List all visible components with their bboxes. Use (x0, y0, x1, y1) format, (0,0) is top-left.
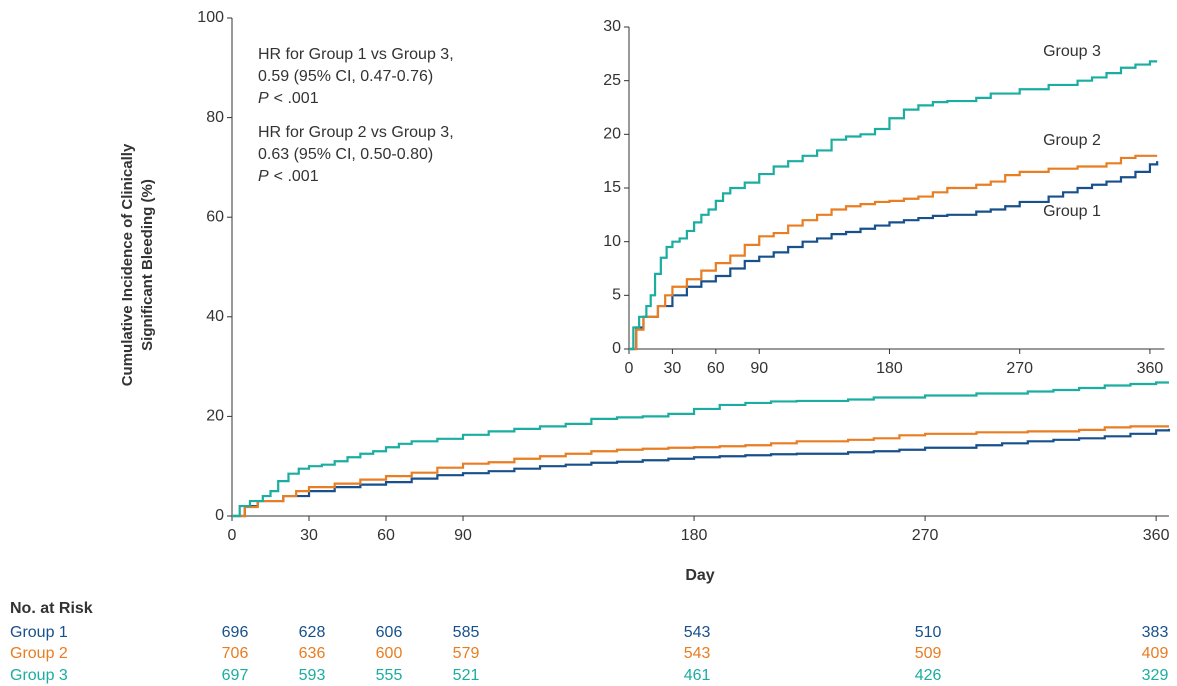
risk-count: 509 (915, 645, 942, 662)
x-tick-label: 30 (664, 360, 682, 377)
y-axis-label: Cumulative Incidence of Clinically Signi… (119, 143, 156, 386)
risk-count: 543 (684, 645, 711, 662)
risk-count: 426 (915, 667, 942, 684)
risk-count: 461 (684, 667, 711, 684)
risk-count: 579 (453, 645, 480, 662)
risk-count: 628 (299, 624, 326, 641)
x-axis-label: Day (685, 567, 714, 584)
risk-count: 329 (1142, 667, 1169, 684)
y-tick-label: 5 (612, 287, 621, 304)
risk-count: 585 (453, 624, 480, 641)
risk-count: 606 (376, 624, 403, 641)
risk-table-title: No. at Risk (10, 600, 93, 617)
x-tick-label: 90 (454, 527, 472, 544)
risk-count: 600 (376, 645, 403, 662)
y-tick-label: 30 (603, 18, 621, 35)
p-label: P (258, 168, 269, 185)
y-tick-label: 60 (206, 208, 224, 225)
step-line (629, 60, 1158, 351)
step-line (232, 428, 1171, 518)
y-tick-label: 20 (206, 408, 224, 425)
step-line (629, 161, 1159, 351)
risk-row-label: Group 3 (10, 667, 68, 684)
risk-count: 555 (376, 667, 403, 684)
y-tick-label: 0 (612, 340, 621, 357)
y-axis-label-line: Significant Bleeding (%) (139, 179, 156, 351)
risk-count: 383 (1142, 624, 1169, 641)
y-tick-label: 20 (603, 126, 621, 143)
y-tick-label: 40 (206, 308, 224, 325)
x-tick-label: 0 (625, 360, 634, 377)
annotation: HR for Group 1 vs Group 3, (258, 46, 454, 63)
x-tick-label: 60 (377, 527, 395, 544)
series-label: Group 1 (1043, 203, 1101, 220)
y-tick-label: 100 (197, 9, 224, 26)
step-line (232, 381, 1169, 518)
x-tick-label: 30 (300, 527, 318, 544)
step-line (629, 154, 1158, 351)
y-tick-label: 25 (603, 72, 621, 89)
x-tick-label: 90 (750, 360, 768, 377)
y-tick-label: 10 (603, 233, 621, 250)
annotation-p: P < .001 (258, 90, 319, 107)
p-value: < .001 (274, 168, 319, 185)
y-tick-label: 15 (603, 179, 621, 196)
risk-count: 543 (684, 624, 711, 641)
x-tick-label: 360 (1137, 360, 1164, 377)
y-axis-label-line: Cumulative Incidence of Clinically (119, 143, 136, 386)
step-line (232, 425, 1169, 518)
y-tick-label: 0 (215, 507, 224, 524)
annotation: HR for Group 2 vs Group 3, (258, 124, 454, 141)
x-tick-label: 180 (876, 360, 903, 377)
x-tick-label: 180 (681, 527, 708, 544)
risk-row-label: Group 2 (10, 645, 68, 662)
risk-count: 521 (453, 667, 480, 684)
x-tick-label: 360 (1143, 527, 1170, 544)
x-tick-label: 270 (912, 527, 939, 544)
annotation: 0.63 (95% CI, 0.50-0.80) (258, 146, 433, 163)
x-tick-label: 0 (228, 527, 237, 544)
annotation-p: P < .001 (258, 168, 319, 185)
p-value: < .001 (274, 90, 319, 107)
series-label: Group 3 (1043, 43, 1101, 60)
p-label: P (258, 90, 269, 107)
risk-count: 593 (299, 667, 326, 684)
risk-count: 636 (299, 645, 326, 662)
annotation: 0.59 (95% CI, 0.47-0.76) (258, 68, 433, 85)
risk-count: 697 (222, 667, 249, 684)
series-label: Group 2 (1043, 132, 1101, 149)
y-tick-label: 80 (206, 109, 224, 126)
risk-count: 696 (222, 624, 249, 641)
risk-row-label: Group 1 (10, 624, 68, 641)
x-tick-label: 270 (1006, 360, 1033, 377)
risk-count: 409 (1142, 645, 1169, 662)
x-tick-label: 60 (707, 360, 725, 377)
risk-count: 706 (222, 645, 249, 662)
risk-count: 510 (915, 624, 942, 641)
